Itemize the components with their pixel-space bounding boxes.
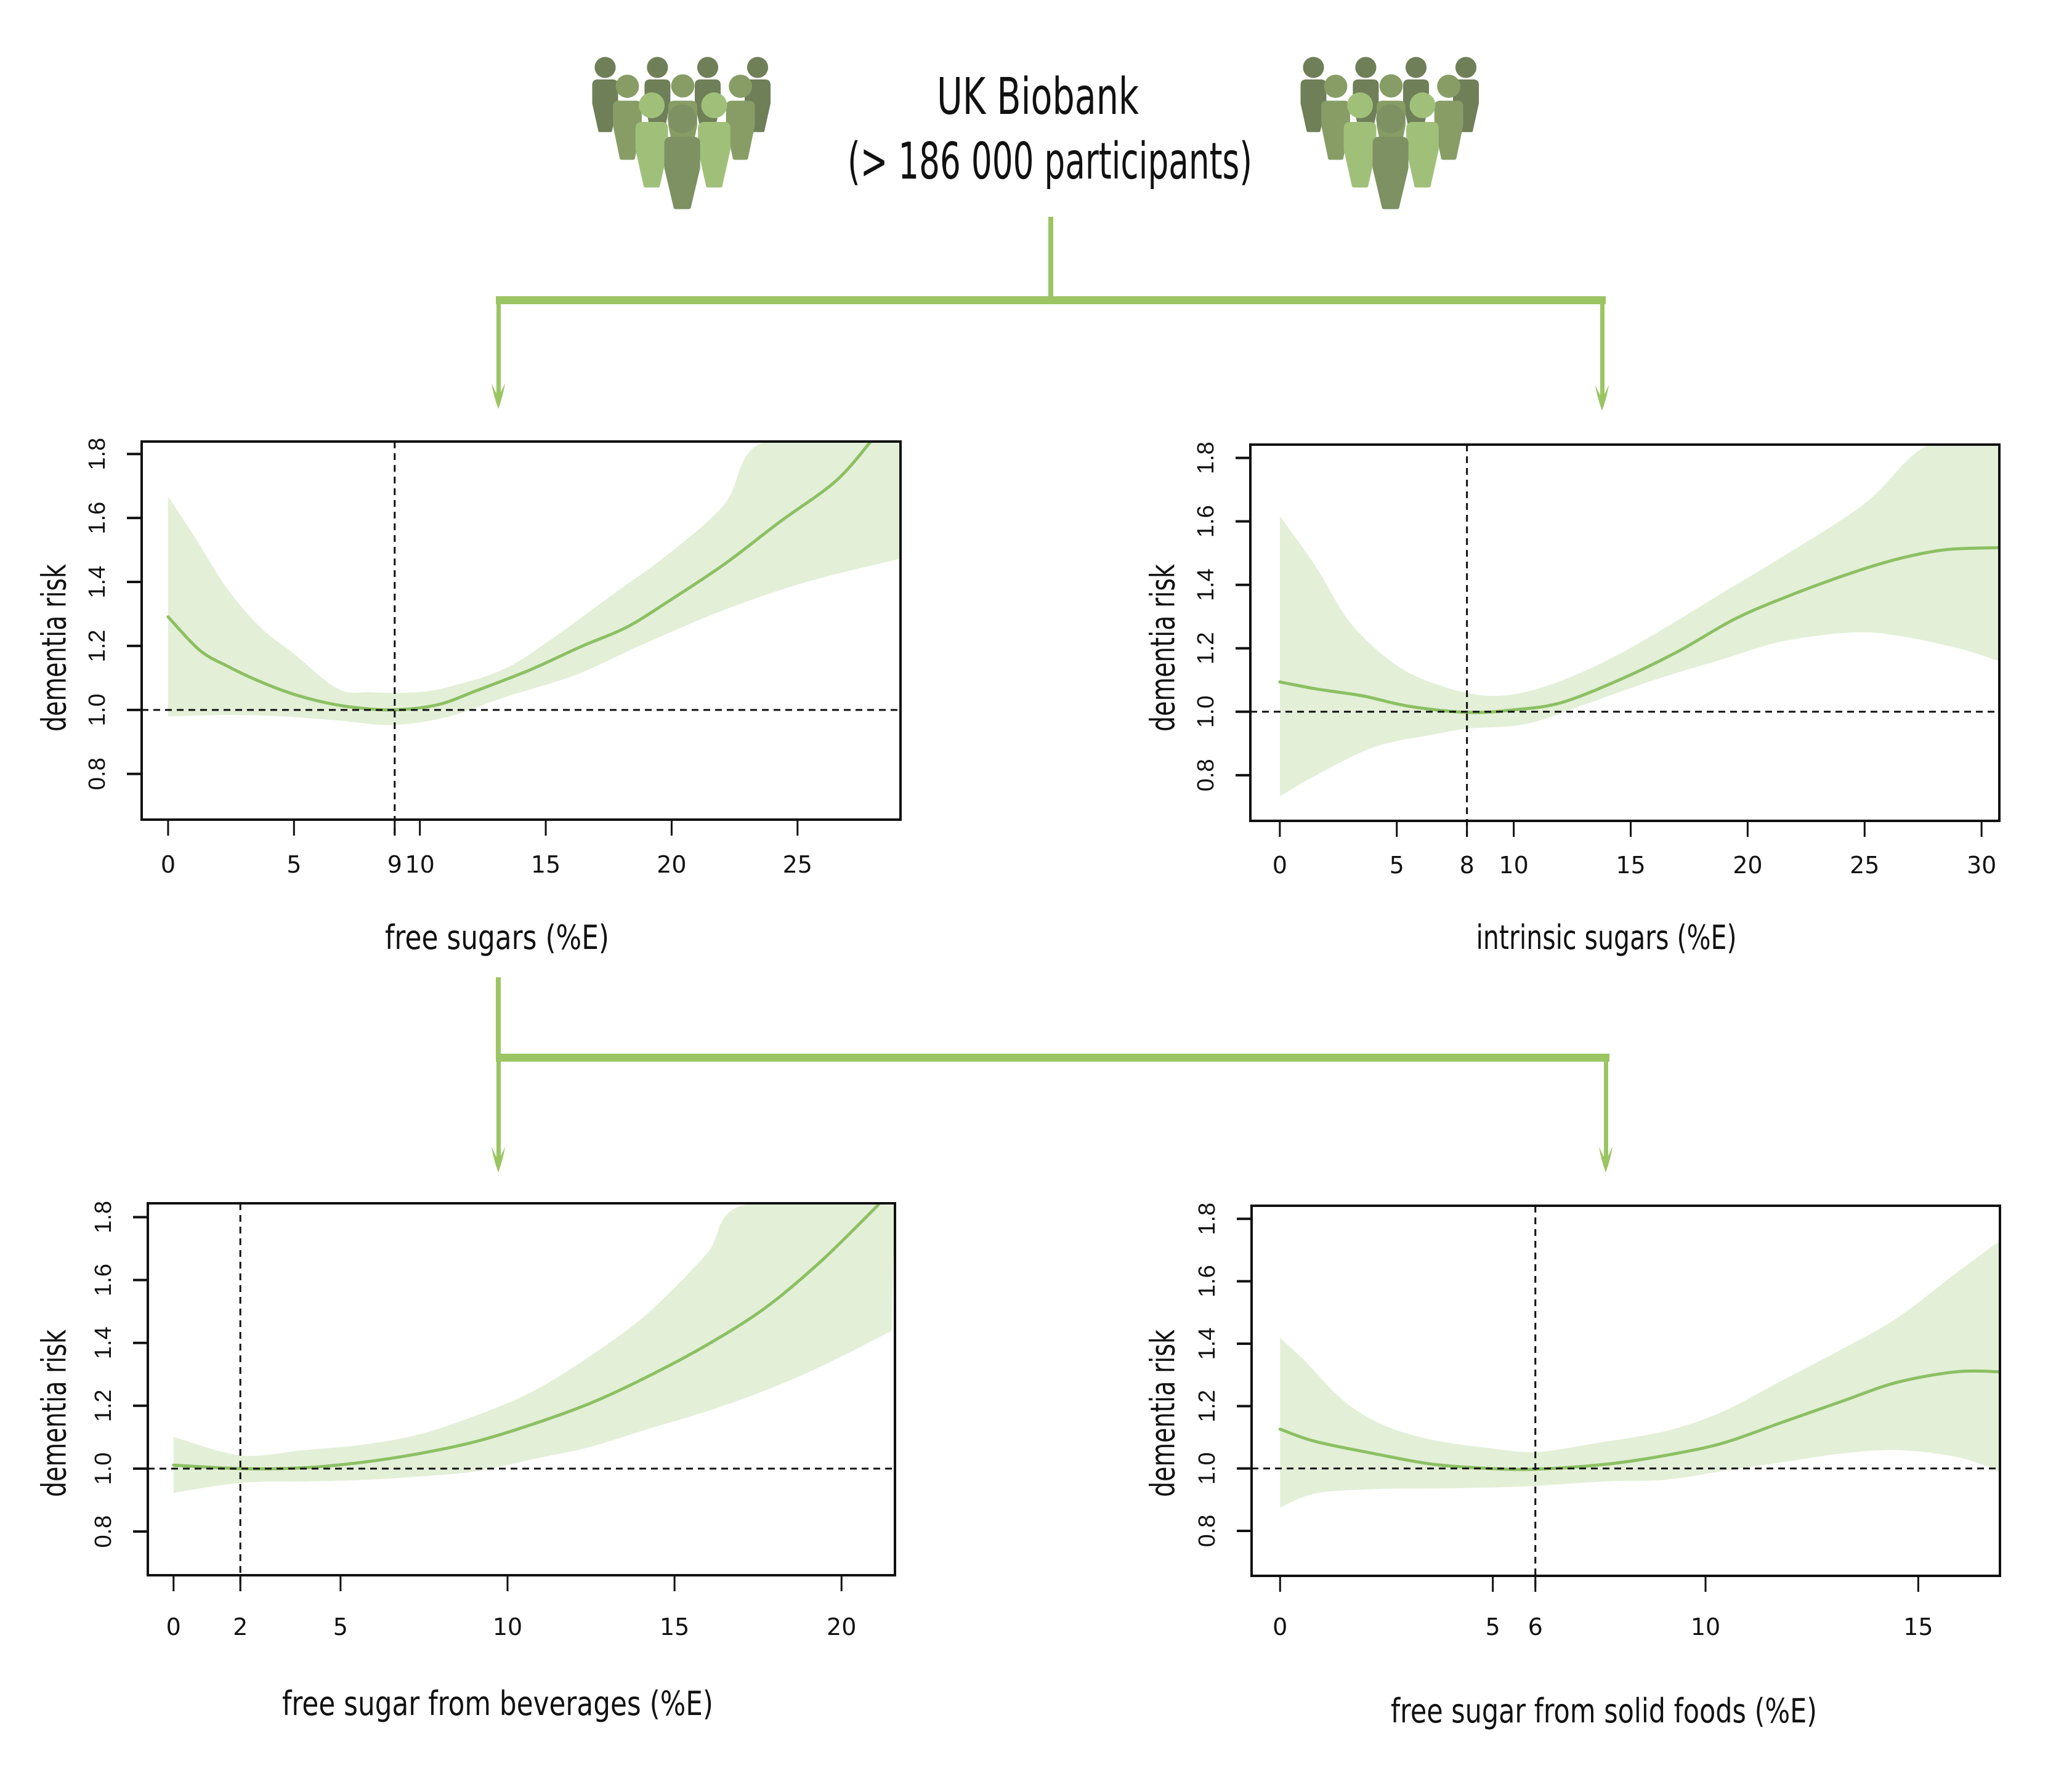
x-tick-label: 25 <box>783 851 812 878</box>
connector-drop-left <box>496 301 501 399</box>
x-tick-label: 15 <box>1616 852 1645 879</box>
y-tick-label: 1.8 <box>1193 442 1219 474</box>
x-tick-label: 0 <box>166 1613 181 1641</box>
top-connector <box>492 217 1609 411</box>
y-tick-label: 1.4 <box>91 1326 116 1359</box>
y-tick-label: 1.8 <box>1194 1203 1220 1235</box>
x-tick-label: 10 <box>405 851 434 878</box>
plot-area <box>172 1203 895 1493</box>
x-axis-title: intrinsic sugars (%E) <box>1476 918 1737 957</box>
y-tick-label: 1.4 <box>1194 1328 1220 1360</box>
y-axis-title: dementia risk <box>1144 563 1183 732</box>
y-tick-label: 0.8 <box>84 757 110 790</box>
y-tick-label: 0.8 <box>91 1516 116 1548</box>
x-tick-label: 25 <box>1850 852 1879 879</box>
plot-area <box>1278 445 1999 797</box>
y-tick-label: 1.8 <box>84 438 110 470</box>
x-tick-label: 0 <box>1273 852 1287 879</box>
connector-stem <box>1048 217 1053 301</box>
x-tick-label: 15 <box>1903 1613 1933 1641</box>
x-tick-label: 30 <box>1967 852 1996 879</box>
x-tick-label: 5 <box>286 851 301 878</box>
estimate-line <box>172 1203 880 1471</box>
plot-frame <box>140 440 902 821</box>
x-tick-label: 10 <box>1499 852 1528 879</box>
x-tick-label: 10 <box>1691 1613 1720 1641</box>
x-axis-title: free sugar from solid foods (%E) <box>1391 1692 1817 1730</box>
y-tick-label: 1.6 <box>1194 1265 1220 1298</box>
y-axis-title: dementia risk <box>35 1329 74 1497</box>
y-tick-label: 1.0 <box>1193 695 1219 728</box>
y-axis-title: dementia risk <box>1144 1329 1183 1497</box>
chart-panel: 0.8 1.0 1.2 1.4 1.6 1.8 0 2 5 10 15 20 dementia risk… <box>35 1201 896 1723</box>
x-tick-label: 20 <box>827 1613 856 1641</box>
y-tick-label: 1.2 <box>1194 1390 1220 1423</box>
y-tick-label: 1.0 <box>91 1453 116 1485</box>
plot-frame <box>147 1202 896 1576</box>
arrow-down-icon <box>1595 385 1609 411</box>
x-tick-label: 15 <box>531 851 561 878</box>
y-tick-label: 1.8 <box>91 1201 116 1233</box>
connector-stem <box>496 977 501 1058</box>
header-title: UK Biobank <box>937 68 1139 126</box>
x-tick-label: 0 <box>161 851 176 878</box>
confidence-band <box>173 1203 895 1493</box>
plot-area <box>166 442 901 725</box>
arrow-down-icon <box>492 1147 505 1172</box>
people-group-icon-right <box>1300 57 1479 209</box>
x-axis-title: free sugars (%E) <box>385 918 609 957</box>
y-tick-label: 1.4 <box>1193 568 1219 601</box>
connector-bar <box>496 1054 1609 1062</box>
x-tick-label: 6 <box>1528 1613 1543 1641</box>
x-tick-label: 2 <box>233 1613 248 1641</box>
estimate-line <box>166 442 872 712</box>
y-tick-label: 1.6 <box>91 1264 116 1296</box>
y-tick-label: 1.6 <box>1193 505 1219 538</box>
x-tick-label: 20 <box>657 851 686 878</box>
x-tick-label: 5 <box>1390 852 1404 879</box>
x-tick-label: 5 <box>1486 1613 1500 1641</box>
header: UK Biobank (> 186 000 participants) <box>592 57 1479 209</box>
confidence-band <box>168 442 901 725</box>
x-axis-title: free sugar from beverages (%E) <box>282 1684 713 1723</box>
y-tick-label: 0.8 <box>1193 759 1219 791</box>
confidence-band <box>1280 1241 1999 1507</box>
bottom-connector <box>492 977 1613 1172</box>
arrow-down-icon <box>1599 1147 1613 1172</box>
connector-drop-right <box>1604 1058 1608 1161</box>
estimate-line <box>1278 546 1999 714</box>
y-axis-title: dementia risk <box>35 563 74 732</box>
connector-drop-right <box>1600 301 1605 401</box>
y-tick-label: 1.6 <box>84 502 110 535</box>
arrow-down-icon <box>492 383 505 409</box>
confidence-band <box>1279 445 1999 797</box>
connector-drop-left <box>496 1058 501 1161</box>
y-tick-label: 1.0 <box>84 693 110 726</box>
y-tick-label: 1.0 <box>1194 1452 1220 1485</box>
header-subtitle: (> 186 000 participants) <box>848 132 1252 191</box>
x-tick-label: 5 <box>333 1613 348 1641</box>
plot-frame <box>1250 1205 2001 1577</box>
y-tick-label: 0.8 <box>1194 1515 1220 1548</box>
y-tick-label: 1.2 <box>91 1389 116 1422</box>
x-tick-label: 9 <box>387 851 402 878</box>
y-tick-label: 1.2 <box>1193 632 1219 664</box>
y-tick-label: 1.4 <box>84 566 110 599</box>
x-tick-label: 10 <box>493 1613 522 1641</box>
estimate-line <box>1278 1369 2000 1471</box>
x-tick-label: 0 <box>1273 1613 1287 1641</box>
y-tick-label: 1.2 <box>84 630 110 663</box>
x-tick-label: 15 <box>660 1613 689 1641</box>
connector-bar <box>496 296 1606 304</box>
chart-panel: 0.8 1.0 1.2 1.4 1.6 1.8 0 5 6 10 15 dementia risk fr… <box>1144 1203 2001 1730</box>
plot-frame <box>1249 443 2001 822</box>
plot-area <box>1278 1241 2000 1507</box>
chart-panel: 0.8 1.0 1.2 1.4 1.6 1.8 0 5 9 10 15 20 25 dementia ri… <box>35 438 902 957</box>
x-tick-label: 20 <box>1733 852 1762 879</box>
people-group-icon-left <box>592 57 771 209</box>
chart-panel: 0.8 1.0 1.2 1.4 1.6 1.8 0 5 8 10 15 20 25 30 dementia … <box>1144 442 2001 957</box>
x-tick-label: 8 <box>1460 852 1475 879</box>
